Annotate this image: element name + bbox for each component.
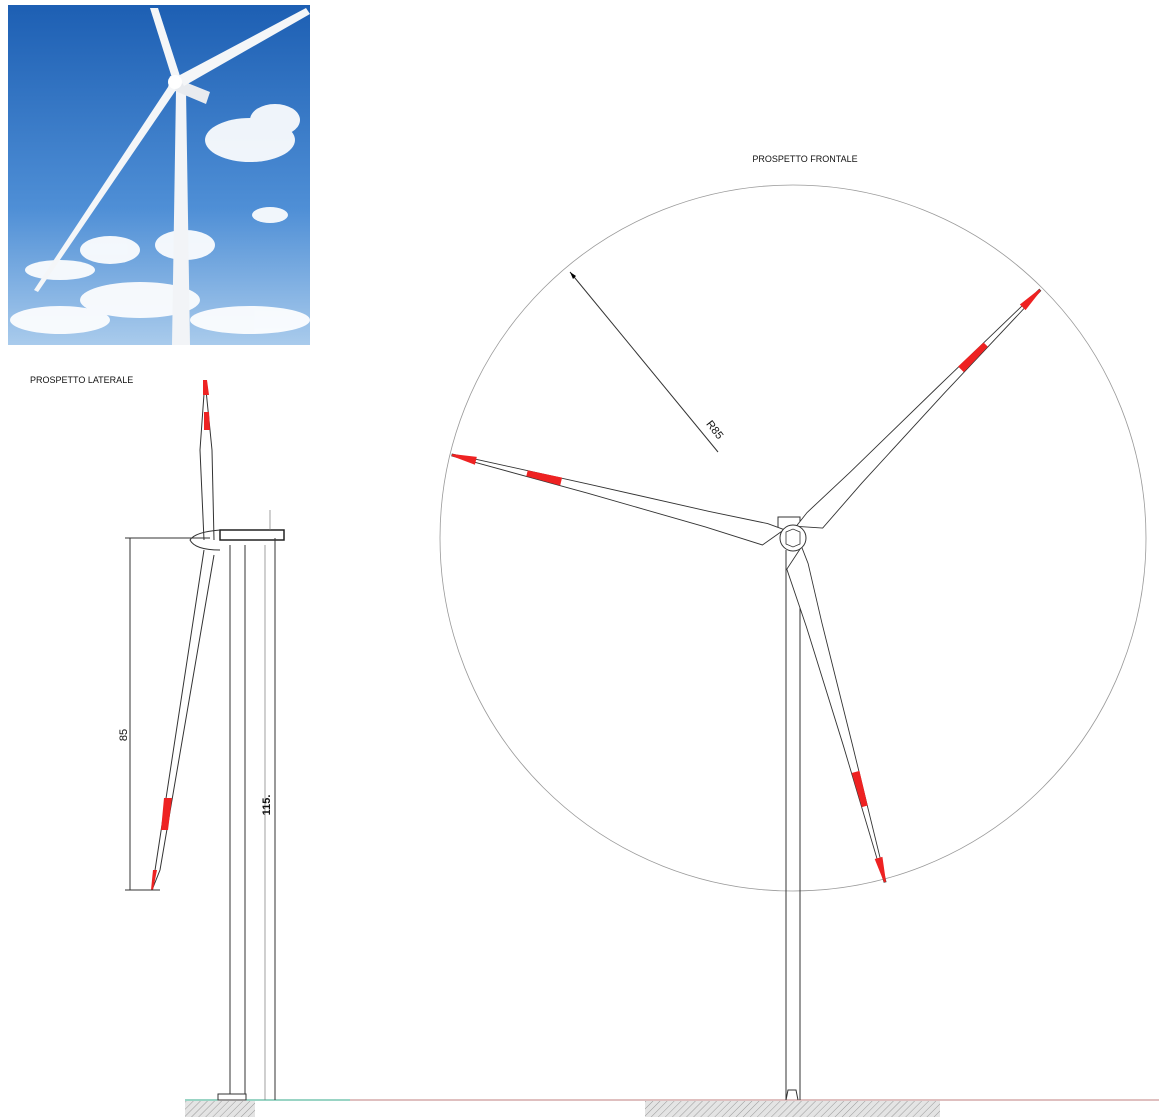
foundation — [645, 1101, 940, 1117]
blade-part — [452, 454, 477, 465]
blade-part — [875, 857, 886, 882]
side-view-label: PROSPETTO LATERALE — [30, 375, 133, 385]
front-view-label: PROSPETTO FRONTALE — [752, 154, 857, 164]
blade-length-label: 85 — [118, 729, 130, 741]
blade-part — [958, 342, 988, 372]
side-view: 85 115. — [118, 380, 284, 1100]
drawing: PROSPETTO LATERALE PROSPETTO FRONTALE 85… — [0, 0, 1159, 1120]
blade-part — [796, 289, 1041, 528]
blade-part — [1020, 289, 1041, 310]
blade-part — [787, 547, 886, 882]
front-view: R85 — [440, 185, 1146, 1100]
hub-height-label: 115. — [261, 795, 273, 816]
foundation — [185, 1101, 255, 1117]
blade-part — [452, 454, 784, 545]
photo — [8, 5, 310, 345]
